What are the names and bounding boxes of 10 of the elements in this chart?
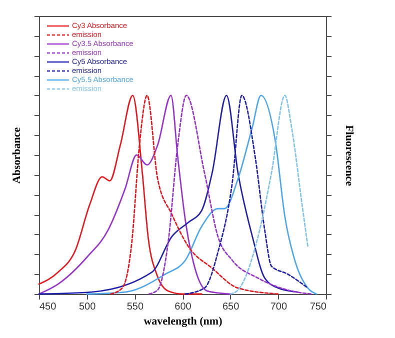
x-tick-label: 650 — [222, 302, 240, 312]
y-axis-title: Absorbance — [11, 127, 23, 184]
x-tick-label: 600 — [174, 302, 192, 312]
x-tick-label: 550 — [126, 302, 144, 312]
x-tick-label: 750 — [310, 302, 327, 312]
x-tick-label: 500 — [78, 302, 96, 312]
x-tick-label: 450 — [40, 302, 57, 312]
y2-axis-title: Fluorescence — [343, 125, 355, 186]
x-axis-title: wavelength (nm) — [144, 316, 223, 328]
x-tick-label: 700 — [270, 302, 288, 312]
